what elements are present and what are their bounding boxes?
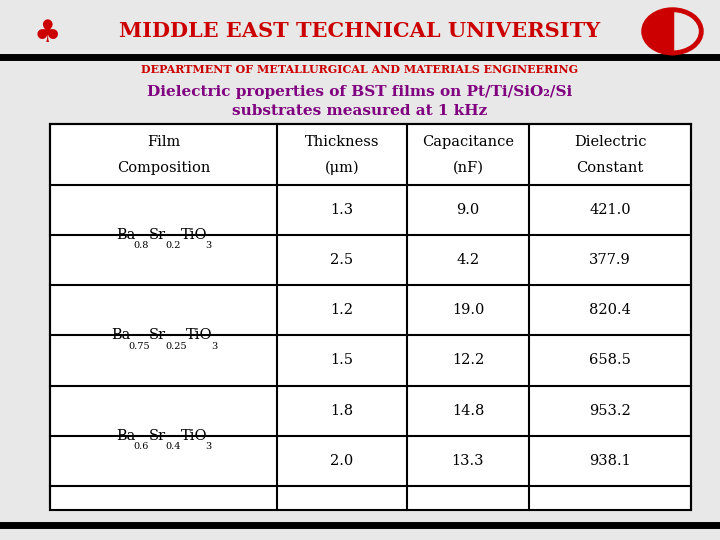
Text: 1.8: 1.8 xyxy=(330,404,354,417)
Text: 12.2: 12.2 xyxy=(452,354,484,367)
Text: 1.2: 1.2 xyxy=(330,303,354,317)
Text: (nF): (nF) xyxy=(452,161,484,175)
Text: TiO: TiO xyxy=(181,429,207,443)
Text: 3: 3 xyxy=(211,342,217,350)
Text: 0.2: 0.2 xyxy=(166,241,181,250)
Text: 0.8: 0.8 xyxy=(133,241,148,250)
Text: Sr: Sr xyxy=(149,328,166,342)
Text: 2.5: 2.5 xyxy=(330,253,354,267)
Text: 938.1: 938.1 xyxy=(590,454,631,468)
Text: substrates measured at 1 kHz: substrates measured at 1 kHz xyxy=(233,104,487,118)
Text: (μm): (μm) xyxy=(325,160,359,175)
Text: 13.3: 13.3 xyxy=(451,454,485,468)
Text: 820.4: 820.4 xyxy=(589,303,631,317)
Text: Capacitance: Capacitance xyxy=(422,136,514,150)
Text: TiO: TiO xyxy=(186,328,212,342)
Text: 9.0: 9.0 xyxy=(456,203,480,217)
Text: 4.2: 4.2 xyxy=(456,253,480,267)
Text: Ba: Ba xyxy=(112,328,131,342)
Text: 14.8: 14.8 xyxy=(452,404,484,417)
Bar xyxy=(50,124,691,510)
Text: Ba: Ba xyxy=(117,429,136,443)
Text: Dielectric properties of BST films on Pt/Ti/SiO₂/Si: Dielectric properties of BST films on Pt… xyxy=(148,85,572,99)
Text: Composition: Composition xyxy=(117,161,210,175)
Text: 377.9: 377.9 xyxy=(590,253,631,267)
Text: Dielectric: Dielectric xyxy=(574,136,647,150)
Text: 19.0: 19.0 xyxy=(452,303,484,317)
Text: Constant: Constant xyxy=(577,161,644,175)
Text: 0.25: 0.25 xyxy=(166,342,187,350)
Text: 658.5: 658.5 xyxy=(589,354,631,367)
Text: 1.5: 1.5 xyxy=(330,354,354,367)
Text: 0.75: 0.75 xyxy=(128,342,150,350)
Text: 0.6: 0.6 xyxy=(133,442,148,451)
Text: Film: Film xyxy=(147,136,181,150)
Text: Sr: Sr xyxy=(149,429,166,443)
Text: MIDDLE EAST TECHNICAL UNIVERSITY: MIDDLE EAST TECHNICAL UNIVERSITY xyxy=(120,21,600,40)
Text: DEPARTMENT OF METALLURGICAL AND MATERIALS ENGINEERING: DEPARTMENT OF METALLURGICAL AND MATERIAL… xyxy=(141,64,579,75)
Text: 953.2: 953.2 xyxy=(590,404,631,417)
Text: 421.0: 421.0 xyxy=(590,203,631,217)
Text: Sr: Sr xyxy=(149,228,166,242)
Text: 0.4: 0.4 xyxy=(166,442,181,451)
Text: TiO: TiO xyxy=(181,228,207,242)
Text: Thickness: Thickness xyxy=(305,136,379,150)
Polygon shape xyxy=(644,10,672,53)
Text: 2.0: 2.0 xyxy=(330,454,354,468)
Text: Ba: Ba xyxy=(117,228,136,242)
Text: ♣: ♣ xyxy=(33,19,60,48)
Text: 3: 3 xyxy=(206,442,212,451)
Text: 1.3: 1.3 xyxy=(330,203,354,217)
Text: 3: 3 xyxy=(206,241,212,250)
